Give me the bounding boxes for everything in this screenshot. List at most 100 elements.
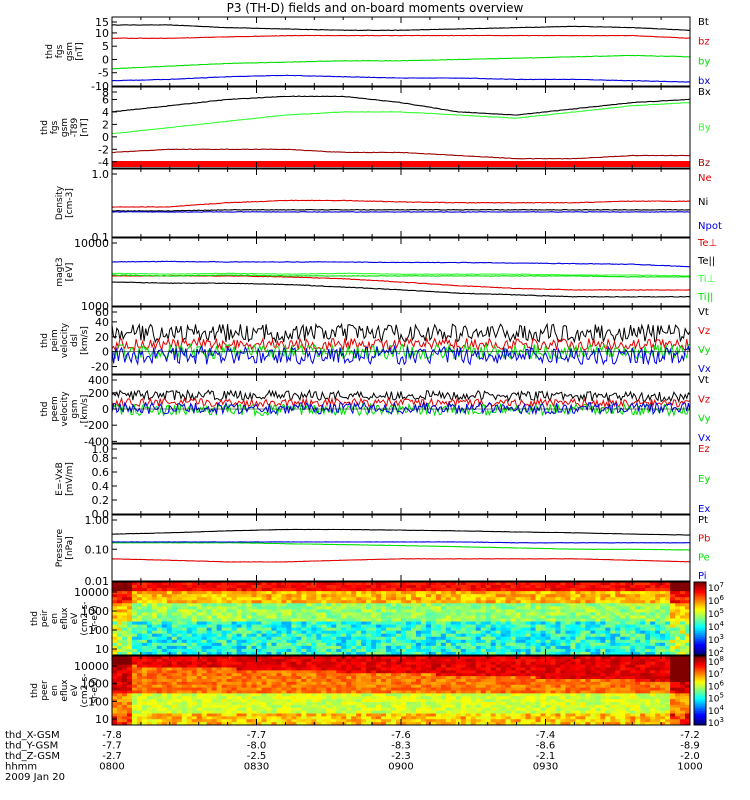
heatmap-cell [376, 633, 382, 638]
heatmap-cell [306, 591, 312, 595]
heatmap-cell [590, 673, 596, 677]
heatmap-cell [495, 664, 502, 668]
heatmap-cell [211, 673, 218, 677]
colorbar-cell [694, 618, 706, 621]
heatmap-cell [630, 633, 636, 638]
heatmap-cell [670, 648, 676, 653]
heatmap-cell [445, 639, 452, 644]
heatmap-cell [610, 667, 616, 671]
heatmap-cell [575, 600, 581, 604]
heatmap-cell [500, 699, 507, 703]
heatmap-cell [181, 639, 188, 644]
heatmap-cell [336, 582, 342, 586]
heatmap-cell [161, 606, 168, 610]
heatmap-cell [211, 636, 218, 641]
heatmap-cell [186, 633, 193, 638]
colorbar-cell [694, 631, 706, 634]
heatmap-cell [121, 690, 128, 694]
heatmap-cell [675, 664, 681, 668]
heatmap-cell [326, 667, 332, 671]
heatmap-cell [151, 621, 158, 625]
heatmap-cell [660, 618, 666, 622]
heatmap-cell [425, 656, 432, 660]
heatmap-cell [366, 690, 372, 694]
heatmap-cell [241, 664, 247, 668]
heatmap-cell [420, 667, 427, 671]
heatmap-cell [116, 603, 123, 607]
heatmap-cell [645, 624, 651, 629]
heatmap-cell [176, 624, 183, 629]
heatmap-cell [675, 603, 681, 607]
heatmap-cell [151, 699, 158, 703]
heatmap-cell [296, 639, 302, 644]
heatmap-cell [116, 656, 123, 660]
heatmap-cell [455, 648, 462, 653]
heatmap-cell [535, 636, 541, 641]
heatmap-cell [176, 594, 183, 598]
heatmap-cell [196, 696, 203, 700]
heatmap-cell [356, 603, 362, 607]
heatmap-cell [281, 664, 287, 668]
heatmap-cell [505, 661, 512, 666]
legend-label-Vz: Vz [698, 326, 710, 337]
heatmap-cell [386, 673, 392, 677]
heatmap-cell [306, 597, 312, 601]
heatmap-cell [490, 648, 497, 653]
heatmap-cell [161, 684, 168, 689]
heatmap-cell [191, 664, 198, 668]
heatmap-cell [231, 684, 237, 689]
heatmap-cell [371, 588, 377, 592]
heatmap-cell [550, 667, 556, 671]
heatmap-cell [505, 642, 512, 647]
heatmap-cell [226, 630, 232, 635]
heatmap-cell [271, 690, 277, 694]
heatmap-cell [630, 588, 636, 592]
panel-frame [111, 237, 691, 307]
heatmap-cell [266, 606, 272, 610]
heatmap-cell [271, 627, 277, 632]
heatmap-cell [645, 664, 651, 668]
heatmap-cell [595, 627, 601, 632]
heatmap-cell [505, 582, 512, 586]
heatmap-cell [625, 699, 631, 703]
heatmap-cell [281, 624, 287, 629]
heatmap-cell [570, 687, 576, 691]
heatmap-cell [396, 630, 402, 635]
heatmap-cell [401, 585, 407, 589]
heatmap-cell [201, 670, 208, 674]
heatmap-cell [256, 618, 262, 622]
heatmap-cell [291, 618, 297, 622]
heatmap-cell [146, 693, 153, 697]
heatmap-cell [112, 670, 118, 674]
heatmap-cell [655, 658, 661, 663]
heatmap-cell [231, 603, 237, 607]
heatmap-cell [660, 612, 666, 616]
heatmap-cell [470, 696, 477, 700]
heatmap-cell [166, 603, 173, 607]
heatmap-cell [141, 690, 148, 694]
heatmap-cell [146, 606, 153, 610]
heatmap-cell [196, 681, 203, 686]
heatmap-cell [580, 621, 586, 625]
heatmap-cell [510, 670, 516, 674]
heatmap-cell [595, 661, 601, 666]
heatmap-cell [460, 639, 467, 644]
heatmap-cell [206, 642, 213, 647]
heatmap-cell [381, 661, 387, 666]
heatmap-cell [575, 661, 581, 666]
heatmap-cell [615, 597, 621, 601]
heatmap-cell [670, 633, 676, 638]
heatmap-cell [296, 684, 302, 689]
heatmap-cell [475, 612, 482, 616]
heatmap-cell [376, 656, 382, 660]
heatmap-cell [665, 690, 671, 694]
heatmap-cell [221, 591, 227, 595]
heatmap-cell [226, 651, 232, 656]
heatmap-cell [465, 661, 472, 666]
heatmap-cell [116, 679, 123, 683]
heatmap-cell [570, 594, 576, 598]
heatmap-cell [495, 656, 502, 660]
heatmap-cell [685, 606, 691, 610]
y-tick-label: 1000 [81, 300, 109, 313]
heatmap-cell [570, 681, 576, 686]
